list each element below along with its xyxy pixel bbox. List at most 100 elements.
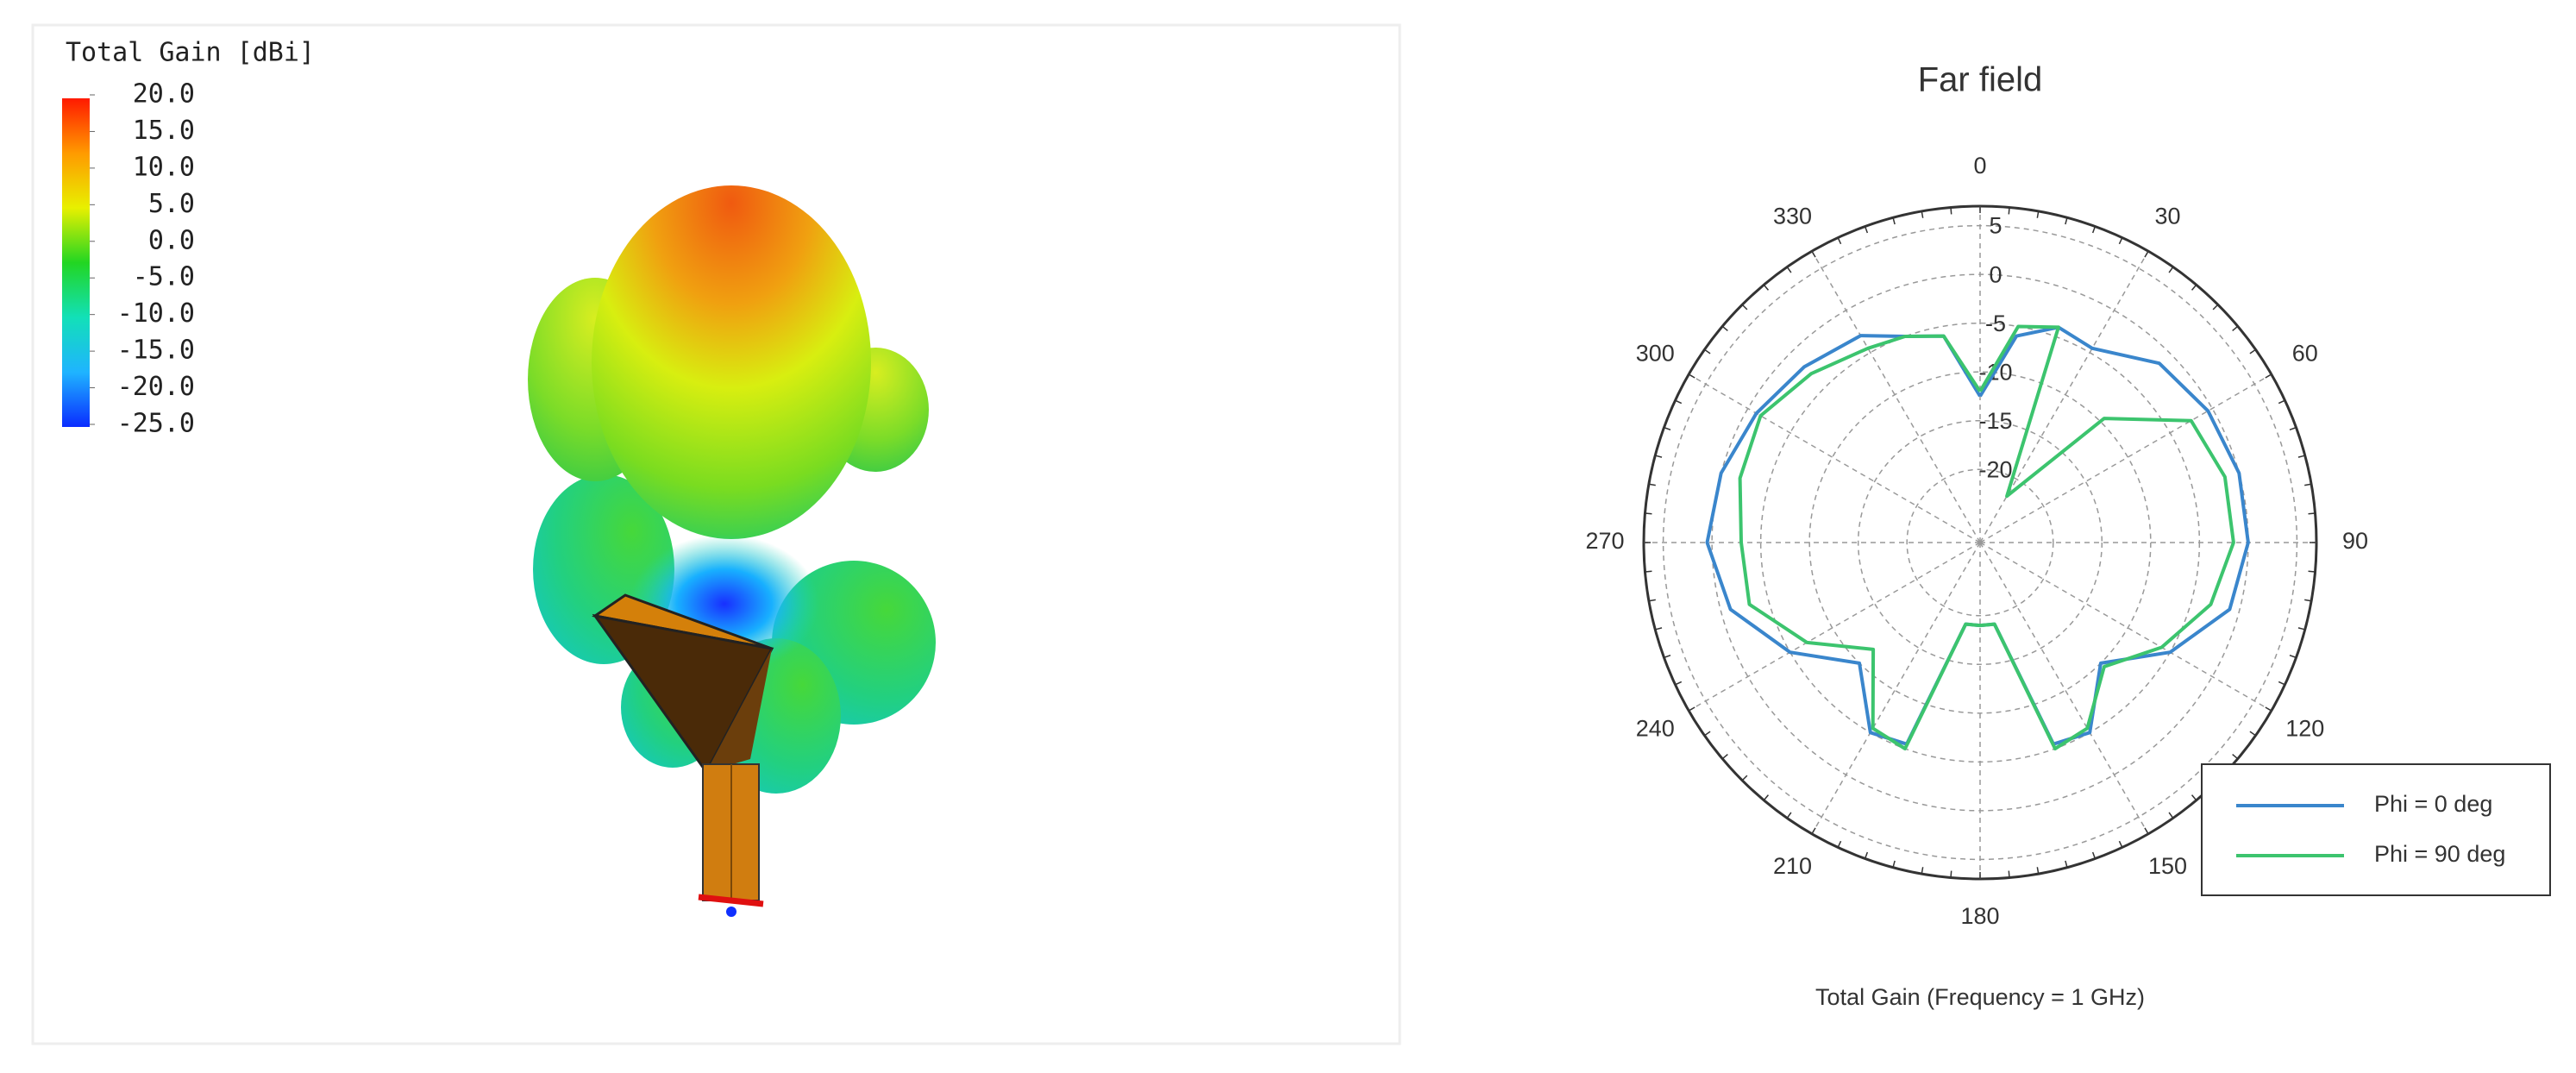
legend-label: Phi = 90 deg — [2374, 841, 2505, 867]
axis-label: Total Gain (Frequency = 1 GHz) — [1815, 984, 2145, 1010]
angle-minor-tick — [2308, 570, 2316, 573]
angle-minor-tick — [1721, 325, 1728, 332]
angle-minor-tick — [2304, 599, 2312, 602]
angle-label: 240 — [1636, 716, 1675, 742]
legend-label: Phi = 0 deg — [2374, 791, 2492, 817]
angle-minor-tick — [1704, 731, 1711, 737]
tick-label: -10.0 — [117, 298, 195, 329]
angle-label: 30 — [2154, 203, 2180, 229]
angle-minor-tick — [1892, 217, 1896, 225]
grid-spoke — [1979, 542, 2149, 835]
grid-circle — [1808, 371, 2152, 714]
angle-minor-tick — [1837, 237, 1842, 245]
grid-spoke — [1811, 250, 1981, 543]
grid-circle — [1906, 468, 2054, 617]
angle-label: 150 — [2148, 853, 2187, 879]
angle-minor-tick — [2232, 325, 2239, 332]
angle-minor-tick — [2278, 681, 2285, 686]
angle-minor-tick — [1721, 753, 1728, 760]
radial-label: 5 — [1989, 213, 2002, 239]
angle-minor-tick — [2265, 706, 2272, 712]
angle-minor-tick — [1811, 250, 1816, 258]
angle-minor-tick — [1655, 627, 1663, 631]
angle-minor-tick — [2036, 210, 2040, 218]
angle-minor-tick — [2144, 250, 2149, 258]
angle-minor-tick — [1864, 851, 1869, 859]
angle-minor-tick — [2278, 399, 2285, 405]
radial-label: -20 — [1978, 456, 2012, 482]
angle-minor-tick — [2036, 867, 2040, 875]
radial-label: -15 — [1978, 408, 2012, 434]
angle-minor-tick — [2289, 654, 2297, 659]
angle-label: 330 — [1773, 203, 1812, 229]
grid-spoke — [1688, 373, 1981, 543]
angle-minor-tick — [1763, 794, 1770, 801]
angle-minor-tick — [1763, 284, 1770, 291]
angle-minor-tick — [1655, 455, 1663, 458]
angle-label: 210 — [1773, 853, 1812, 879]
tick-label: -20.0 — [117, 372, 195, 402]
angle-minor-tick — [1741, 304, 1748, 311]
tick-label: 10.0 — [133, 152, 195, 182]
tick-label: 15.0 — [133, 116, 195, 146]
angle-minor-tick — [1645, 512, 1652, 515]
angle-label: 270 — [1585, 528, 1624, 554]
angle-minor-tick — [2118, 237, 2123, 245]
grid-circle — [1857, 419, 2103, 666]
grid-spoke — [1811, 542, 1981, 835]
angle-minor-tick — [1648, 599, 1656, 602]
angle-minor-tick — [2249, 731, 2256, 737]
radial-label: -5 — [1985, 311, 2006, 336]
angle-minor-tick — [1675, 681, 1683, 686]
angle-minor-tick — [1688, 706, 1695, 712]
angle-minor-tick — [1786, 267, 1792, 273]
angle-minor-tick — [2065, 217, 2068, 225]
angle-label: 60 — [2292, 341, 2318, 367]
tick-label: 20.0 — [133, 79, 195, 110]
angle-label: 0 — [1973, 153, 1986, 179]
legend-box — [2201, 763, 2551, 896]
angle-minor-tick — [1864, 226, 1869, 234]
angle-label: 300 — [1636, 341, 1675, 367]
tick-label: -15.0 — [117, 336, 195, 366]
grid-spoke — [1979, 373, 2272, 543]
angle-minor-tick — [1786, 812, 1792, 819]
angle-label: 90 — [2342, 528, 2368, 554]
angle-minor-tick — [2191, 794, 2197, 801]
colorbar: Total Gain [dBi] 20.0 15.0 10.0 5.0 0.0 -5.0 -… — [62, 38, 315, 439]
angle-minor-tick — [1645, 570, 1652, 573]
angle-minor-tick — [2091, 226, 2097, 234]
radiation-pattern-3d — [528, 185, 936, 917]
angle-minor-tick — [2308, 512, 2316, 515]
tick-label: 5.0 — [148, 189, 195, 219]
colorbar-scale — [62, 98, 90, 427]
angle-minor-tick — [1664, 654, 1671, 659]
angle-minor-tick — [1921, 867, 1924, 875]
angle-minor-tick — [1648, 483, 1656, 486]
grid-spoke — [1688, 542, 1981, 712]
angle-minor-tick — [1921, 210, 1924, 218]
tick-label: -25.0 — [117, 409, 195, 439]
angle-minor-tick — [1950, 870, 1952, 878]
angle-minor-tick — [2091, 851, 2097, 859]
angle-minor-tick — [1675, 399, 1683, 405]
angle-minor-tick — [2212, 304, 2219, 311]
angle-minor-tick — [2191, 284, 2197, 291]
angle-minor-tick — [2289, 426, 2297, 431]
angle-minor-tick — [1837, 840, 1842, 848]
angle-minor-tick — [2144, 827, 2149, 835]
series-line — [1738, 324, 2235, 750]
angle-minor-tick — [1811, 827, 1816, 835]
angle-minor-tick — [1664, 426, 1671, 431]
angle-minor-tick — [2168, 812, 2174, 819]
angle-minor-tick — [2265, 373, 2272, 379]
angle-minor-tick — [1704, 348, 1711, 355]
angle-label: 180 — [1960, 903, 1999, 929]
angle-minor-tick — [2304, 483, 2312, 486]
colorbar-title: Total Gain [dBi] — [66, 38, 315, 68]
angle-minor-tick — [1688, 373, 1695, 379]
angle-minor-tick — [2118, 840, 2123, 848]
angle-label: 120 — [2285, 716, 2324, 742]
angle-minor-tick — [2297, 627, 2305, 631]
